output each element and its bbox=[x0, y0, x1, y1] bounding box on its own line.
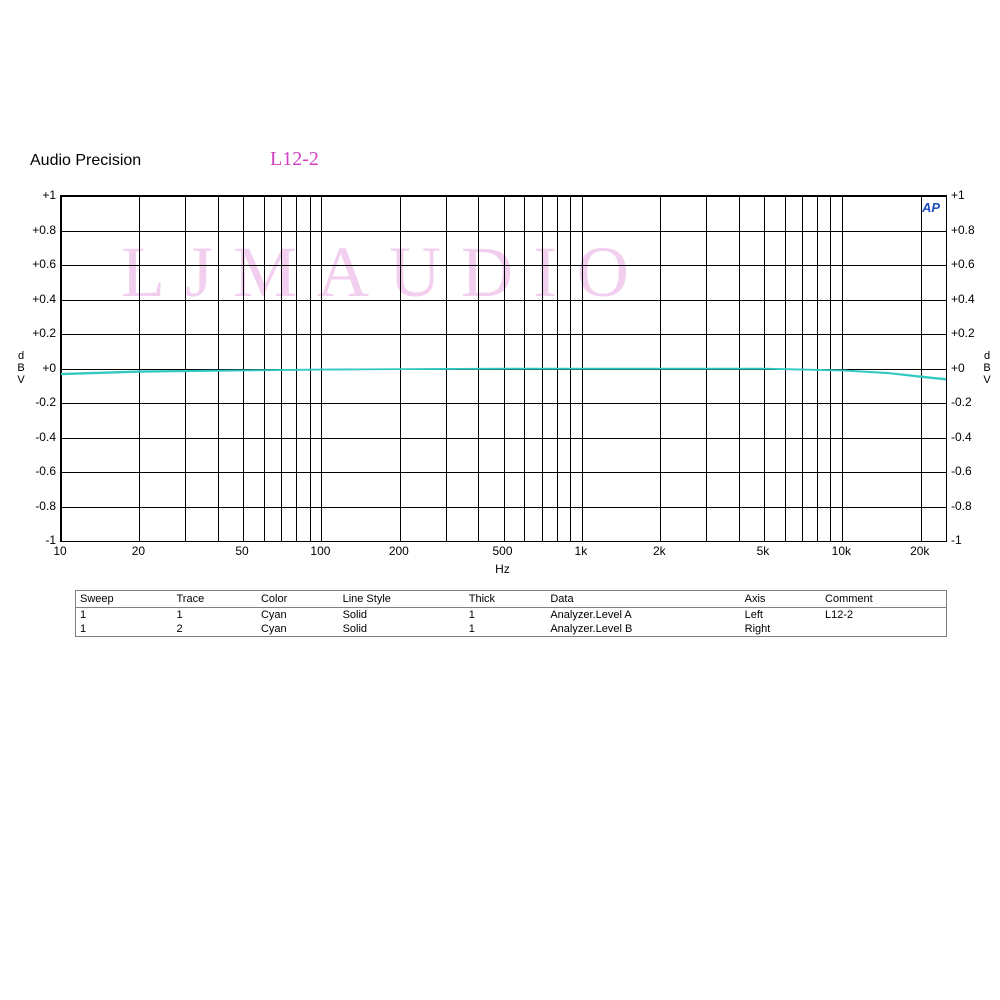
y-tick-label-right: -0.2 bbox=[951, 395, 972, 409]
grid-h bbox=[61, 334, 946, 335]
grid-h bbox=[61, 369, 946, 370]
legend-cell: 1 bbox=[76, 608, 172, 623]
legend-cell: 1 bbox=[465, 622, 547, 636]
x-tick-label: 2k bbox=[653, 544, 666, 558]
legend-cell: Analyzer.Level B bbox=[546, 622, 740, 636]
y-tick-label-left: +0.2 bbox=[24, 326, 56, 340]
legend-cell: Cyan bbox=[257, 622, 339, 636]
x-tick-label: 20 bbox=[132, 544, 145, 558]
y-tick-label-left: -1 bbox=[24, 533, 56, 547]
x-tick-label: 500 bbox=[492, 544, 512, 558]
legend-cell: L12-2 bbox=[821, 608, 946, 623]
y-tick-label-right: +0.8 bbox=[951, 223, 975, 237]
x-tick-label: 200 bbox=[389, 544, 409, 558]
legend-column-header: Data bbox=[546, 591, 740, 608]
y-axis-label-right: d B V bbox=[980, 350, 994, 386]
chart-plot-area: LJMAUDIO AP bbox=[60, 195, 947, 542]
ap-logo: AP bbox=[922, 200, 940, 215]
x-tick-label: 50 bbox=[235, 544, 248, 558]
legend-cell: 1 bbox=[172, 608, 256, 623]
legend-column-header: Sweep bbox=[76, 591, 172, 608]
header-brand: Audio Precision bbox=[30, 152, 141, 170]
y-tick-label-right: +0 bbox=[951, 361, 965, 375]
grid-h bbox=[61, 196, 946, 197]
x-tick-label: 1k bbox=[575, 544, 588, 558]
legend-cell: Right bbox=[741, 622, 821, 636]
legend-cell: 1 bbox=[76, 622, 172, 636]
grid-h bbox=[61, 300, 946, 301]
legend-cell: Left bbox=[741, 608, 821, 623]
legend-cell: Cyan bbox=[257, 608, 339, 623]
legend-row: 12CyanSolid1Analyzer.Level BRight bbox=[76, 622, 946, 636]
legend-cell: Analyzer.Level A bbox=[546, 608, 740, 623]
legend-column-header: Axis bbox=[741, 591, 821, 608]
y-tick-label-right: -0.6 bbox=[951, 464, 972, 478]
y-tick-label-left: -0.8 bbox=[24, 499, 56, 513]
legend-cell: Solid bbox=[339, 608, 465, 623]
y-tick-label-right: -0.4 bbox=[951, 430, 972, 444]
y-tick-label-left: +0.4 bbox=[24, 292, 56, 306]
legend-cell: Solid bbox=[339, 622, 465, 636]
x-tick-label: 10k bbox=[832, 544, 851, 558]
legend-column-header: Line Style bbox=[339, 591, 465, 608]
grid-h bbox=[61, 507, 946, 508]
legend-row: 11CyanSolid1Analyzer.Level ALeftL12-2 bbox=[76, 608, 946, 623]
y-tick-label-left: -0.4 bbox=[24, 430, 56, 444]
y-tick-label-right: +0.2 bbox=[951, 326, 975, 340]
figure-container: Audio Precision L12-2 d B V d B V LJMAUD… bbox=[0, 0, 1000, 1000]
y-tick-label-right: +0.6 bbox=[951, 257, 975, 271]
y-tick-label-left: +0.8 bbox=[24, 223, 56, 237]
y-tick-label-left: -0.2 bbox=[24, 395, 56, 409]
legend-cell: 1 bbox=[465, 608, 547, 623]
y-tick-label-left: +1 bbox=[24, 188, 56, 202]
x-tick-label: 5k bbox=[757, 544, 770, 558]
grid-h bbox=[61, 403, 946, 404]
y-tick-label-left: +0 bbox=[24, 361, 56, 375]
x-axis-label: Hz bbox=[495, 562, 510, 576]
legend-table: SweepTraceColorLine StyleThickDataAxisCo… bbox=[75, 590, 947, 637]
legend-cell: 2 bbox=[172, 622, 256, 636]
x-tick-label: 20k bbox=[910, 544, 929, 558]
legend-column-header: Trace bbox=[172, 591, 256, 608]
grid-h bbox=[61, 265, 946, 266]
x-tick-label: 100 bbox=[310, 544, 330, 558]
y-tick-label-left: -0.6 bbox=[24, 464, 56, 478]
grid-h bbox=[61, 541, 946, 542]
chart-title: L12-2 bbox=[270, 148, 319, 171]
grid-h bbox=[61, 472, 946, 473]
legend-cell bbox=[821, 622, 946, 636]
y-tick-label-right: -0.8 bbox=[951, 499, 972, 513]
y-tick-label-right: -1 bbox=[951, 533, 962, 547]
y-tick-label-left: +0.6 bbox=[24, 257, 56, 271]
grid-h bbox=[61, 438, 946, 439]
grid-h bbox=[61, 231, 946, 232]
y-tick-label-right: +1 bbox=[951, 188, 965, 202]
legend-column-header: Thick bbox=[465, 591, 547, 608]
legend-column-header: Comment bbox=[821, 591, 946, 608]
y-tick-label-right: +0.4 bbox=[951, 292, 975, 306]
legend-column-header: Color bbox=[257, 591, 339, 608]
